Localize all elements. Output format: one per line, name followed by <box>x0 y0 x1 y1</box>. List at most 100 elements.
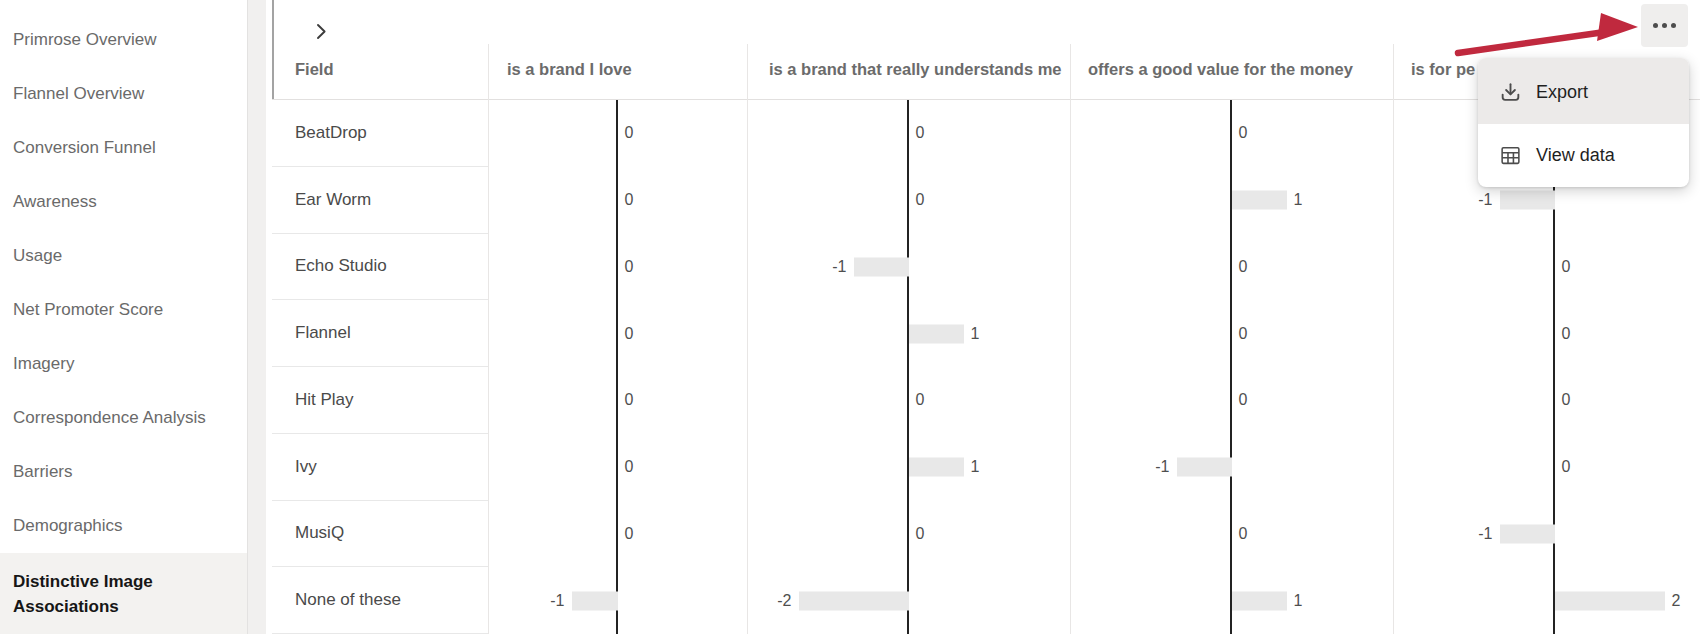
value-label: 0 <box>625 191 634 209</box>
bar <box>1177 458 1232 477</box>
sidebar-gutter <box>248 0 266 634</box>
chart-cell: 1 <box>747 300 1070 367</box>
chart-cell: -1 <box>747 234 1070 301</box>
more-options-button[interactable] <box>1641 4 1688 47</box>
value-label: 0 <box>1562 391 1571 409</box>
value-label: -1 <box>1155 458 1169 476</box>
chart-cell: 0 <box>747 367 1070 434</box>
sidebar-item-demographics[interactable]: Demographics <box>0 499 247 553</box>
bar <box>854 257 909 276</box>
row-label: Ivy <box>272 434 488 501</box>
chart-cell: -1 <box>1393 501 1700 568</box>
chart-cell: 0 <box>1393 367 1700 434</box>
chart-cell: 0 <box>1070 501 1393 568</box>
chart-cell: 0 <box>1393 434 1700 501</box>
chart-cell: 0 <box>1070 234 1393 301</box>
bar <box>1232 591 1287 610</box>
menu-item-label: View data <box>1536 145 1615 166</box>
column-header-field: Field <box>272 57 488 99</box>
value-label: 0 <box>625 391 634 409</box>
row-label: Ear Worm <box>272 167 488 234</box>
bar <box>1555 591 1665 610</box>
context-menu: Export View data <box>1478 58 1689 187</box>
value-label: 0 <box>916 391 925 409</box>
chart-cell: 0 <box>488 367 747 434</box>
chart-cell: 0 <box>1070 300 1393 367</box>
sidebar-item-primrose-overview[interactable]: Primrose Overview <box>0 13 247 67</box>
chart-cell: 1 <box>1070 567 1393 634</box>
sidebar-item-usage[interactable]: Usage <box>0 229 247 283</box>
table-row: Flannel 0 1 0 0 <box>272 300 1700 367</box>
sidebar-item-conversion-funnel[interactable]: Conversion Funnel <box>0 121 247 175</box>
chart-cell: 1 <box>1070 167 1393 234</box>
menu-item-view-data[interactable]: View data <box>1478 124 1689 187</box>
bar <box>799 591 909 610</box>
value-label: 2 <box>1672 592 1681 610</box>
value-label: 0 <box>1562 325 1571 343</box>
chart-cell: 1 <box>747 434 1070 501</box>
value-label: -1 <box>550 592 564 610</box>
sidebar-item-net-promoter-score[interactable]: Net Promoter Score <box>0 283 247 337</box>
row-label: Echo Studio <box>272 234 488 301</box>
ellipsis-icon <box>1653 23 1676 28</box>
chart-cell: 0 <box>488 501 747 568</box>
sidebar-item-imagery[interactable]: Imagery <box>0 337 247 391</box>
table-row: Hit Play 0 0 0 0 <box>272 367 1700 434</box>
value-label: 1 <box>971 458 980 476</box>
table-icon <box>1499 144 1522 167</box>
sidebar-item-barriers[interactable]: Barriers <box>0 445 247 499</box>
sidebar-item-distinctive-image-associations[interactable]: Distinctive Image Associations <box>0 553 247 634</box>
chart-cell: 0 <box>1070 367 1393 434</box>
bar <box>1500 524 1555 543</box>
menu-item-label: Export <box>1536 82 1588 103</box>
bar <box>572 591 618 610</box>
value-label: 0 <box>1239 391 1248 409</box>
value-label: 0 <box>916 525 925 543</box>
row-label: Flannel <box>272 300 488 367</box>
value-label: 0 <box>1239 325 1248 343</box>
bar <box>1232 191 1287 210</box>
value-label: -1 <box>1478 191 1492 209</box>
value-label: 0 <box>1239 258 1248 276</box>
table-row: Echo Studio 0 -1 0 0 <box>272 234 1700 301</box>
chart-cell: 0 <box>488 234 747 301</box>
bar <box>909 458 964 477</box>
value-label: -1 <box>832 258 846 276</box>
chart-cell: 0 <box>488 434 747 501</box>
sidebar-item-flannel-overview[interactable]: Flannel Overview <box>0 67 247 121</box>
bar <box>1500 191 1555 210</box>
value-label: 0 <box>1239 525 1248 543</box>
value-label: 0 <box>1239 124 1248 142</box>
chart-cell: 0 <box>488 300 747 367</box>
chart-cell: 0 <box>1393 234 1700 301</box>
value-label: 0 <box>625 458 634 476</box>
value-label: 0 <box>625 258 634 276</box>
value-label: 0 <box>625 325 634 343</box>
chart-cell: -1 <box>1070 434 1393 501</box>
sidebar-item-correspondence-analysis[interactable]: Correspondence Analysis <box>0 391 247 445</box>
chart-cell: 0 <box>1393 300 1700 367</box>
value-label: 1 <box>1294 592 1303 610</box>
chart-cell: 0 <box>1070 100 1393 167</box>
menu-item-export[interactable]: Export <box>1478 58 1689 124</box>
chart-cell: 2 <box>1393 567 1700 634</box>
value-label: 1 <box>971 325 980 343</box>
dashboard-page: Primrose Overview Flannel Overview Conve… <box>0 0 1700 634</box>
chart-cell: -2 <box>747 567 1070 634</box>
value-label: 0 <box>625 124 634 142</box>
value-label: 0 <box>916 124 925 142</box>
row-label: Hit Play <box>272 367 488 434</box>
chart-cell: 0 <box>488 167 747 234</box>
value-label: 1 <box>1294 191 1303 209</box>
row-label: BeatDrop <box>272 100 488 167</box>
column-header-understands-me: is a brand that really understands me <box>747 57 1070 99</box>
row-label: None of these <box>272 567 488 634</box>
chart-cell: -1 <box>488 567 747 634</box>
value-label: 0 <box>1562 458 1571 476</box>
chart-cell: 0 <box>488 100 747 167</box>
sidebar-item-awareness[interactable]: Awareness <box>0 175 247 229</box>
chart-cell: 0 <box>747 501 1070 568</box>
value-label: -1 <box>1478 525 1492 543</box>
chart-cell: 0 <box>747 100 1070 167</box>
sidebar: Primrose Overview Flannel Overview Conve… <box>0 0 248 634</box>
